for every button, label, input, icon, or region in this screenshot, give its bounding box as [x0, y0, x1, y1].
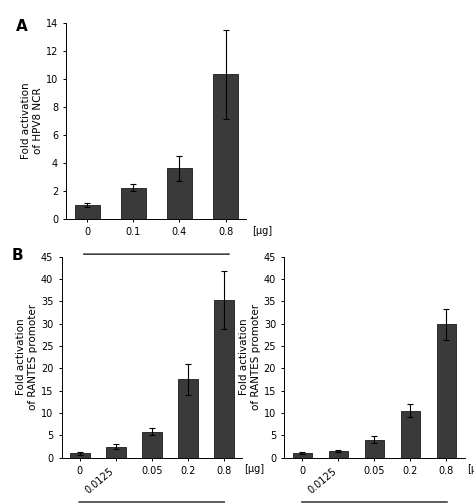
Text: [μg]: [μg]	[245, 464, 264, 474]
Text: [μg]: [μg]	[252, 226, 273, 236]
Y-axis label: Fold activation
of HPV8 NCR: Fold activation of HPV8 NCR	[21, 82, 43, 159]
Bar	[214, 300, 234, 458]
Bar	[401, 411, 420, 458]
Y-axis label: Fold activation
of RANTES promoter: Fold activation of RANTES promoter	[239, 304, 261, 410]
Bar	[121, 188, 146, 219]
Bar	[70, 453, 90, 458]
Bar	[328, 451, 348, 458]
Bar	[74, 205, 100, 219]
Bar	[292, 453, 312, 458]
Bar	[365, 440, 384, 458]
Bar	[178, 379, 198, 458]
Bar	[106, 447, 126, 458]
Text: [μg]: [μg]	[467, 464, 474, 474]
Text: B: B	[11, 248, 23, 264]
Text: A: A	[16, 19, 27, 34]
Bar	[437, 324, 456, 458]
Text: IRF-7Δ247-467: IRF-7Δ247-467	[118, 268, 195, 278]
Bar	[167, 169, 192, 219]
Bar	[142, 432, 162, 458]
Y-axis label: Fold activation
of RANTES promoter: Fold activation of RANTES promoter	[17, 304, 38, 410]
Bar	[213, 74, 238, 219]
